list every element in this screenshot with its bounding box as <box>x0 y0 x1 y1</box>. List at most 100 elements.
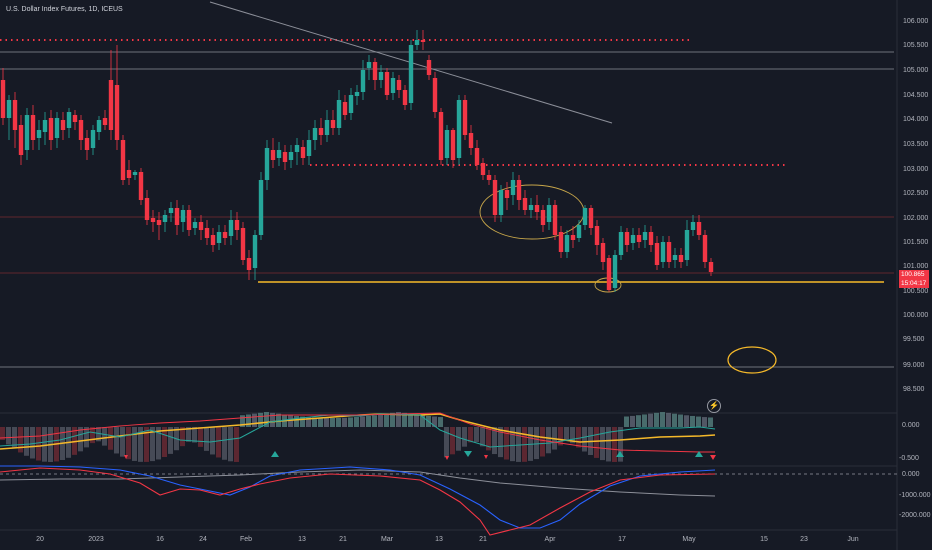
histogram-bar <box>204 427 209 451</box>
candle-body <box>240 228 246 260</box>
candle-body <box>666 242 672 262</box>
histogram-bar <box>324 417 329 427</box>
histogram-bar <box>666 412 671 427</box>
price-axis-label: 99.500 <box>903 336 925 343</box>
histogram-bar <box>630 415 635 427</box>
histogram-bar <box>438 417 443 427</box>
candle-body <box>528 205 534 210</box>
candle-body <box>348 95 354 113</box>
histogram-bar <box>642 414 647 427</box>
price-axis-label: 104.500 <box>903 92 929 99</box>
symbol-title: U.S. Dollar Index Futures, 1D, ICEUS <box>6 6 123 13</box>
candle-body <box>300 147 306 158</box>
candle-body <box>120 140 126 180</box>
histogram-bar <box>606 427 611 462</box>
candle-body <box>222 232 228 238</box>
time-axis-label: Jun <box>847 536 859 543</box>
candle-body <box>234 220 240 230</box>
candle-body <box>66 112 72 128</box>
histogram-bar <box>30 427 35 459</box>
sell-marker <box>445 456 449 460</box>
candle-body <box>546 205 552 222</box>
candle-body <box>252 235 258 268</box>
histogram-bar <box>12 427 17 449</box>
candle-body <box>618 232 624 255</box>
buy-marker <box>616 451 624 457</box>
candle-body <box>60 120 66 130</box>
candle-body <box>180 210 186 222</box>
osc1-axis-label: -0.500 <box>899 455 919 462</box>
osc1-axis-label: 0.000 <box>902 422 920 429</box>
candle-body <box>24 115 30 150</box>
time-axis-label: Apr <box>544 536 556 543</box>
candle-body <box>54 118 60 138</box>
histogram-bar <box>408 413 413 427</box>
time-axis-label: 16 <box>156 536 164 543</box>
histogram-bar <box>78 427 83 452</box>
time-axis-label: 15 <box>760 536 768 543</box>
candle-body <box>396 80 402 90</box>
histogram-bar <box>648 413 653 427</box>
candle-body <box>510 180 516 195</box>
candle-body <box>414 40 420 45</box>
candle-body <box>324 120 330 135</box>
candle-body <box>474 148 480 165</box>
histogram-bar <box>378 414 383 427</box>
sell-marker <box>484 455 488 459</box>
histogram-bar <box>90 427 95 444</box>
candle-body <box>534 205 540 212</box>
histogram-bar <box>336 417 341 427</box>
histogram-bar <box>576 427 581 448</box>
histogram-bar <box>84 427 89 448</box>
histogram-bar <box>306 417 311 427</box>
histogram-bar <box>636 415 641 427</box>
price-axis-label: 100.500 <box>903 288 929 295</box>
candle-body <box>702 235 708 262</box>
histogram-bar <box>132 427 137 461</box>
price-axis-label: 105.000 <box>903 67 929 74</box>
histogram-bar <box>216 427 221 458</box>
candle-body <box>576 225 582 238</box>
histogram-bar <box>474 427 479 443</box>
candle-body <box>570 235 576 240</box>
candle-body <box>294 145 300 152</box>
lightning-icon[interactable]: ⚡ <box>707 399 721 413</box>
time-axis-label: 17 <box>618 536 626 543</box>
histogram-bar <box>390 412 395 427</box>
candle-body <box>678 255 684 262</box>
candle-body <box>558 232 564 252</box>
histogram-bar <box>444 427 449 458</box>
candle-body <box>36 130 42 138</box>
candle-body <box>84 138 90 150</box>
last-price-tag: 100.865 <box>899 270 929 279</box>
candle-body <box>378 72 384 80</box>
candle-body <box>582 208 588 225</box>
candle-body <box>540 210 546 225</box>
histogram-bar <box>18 427 23 453</box>
countdown-tag: 15:04:17 <box>899 279 929 288</box>
histogram-bar <box>402 412 407 427</box>
histogram-bar <box>480 427 485 447</box>
candle-body <box>354 92 360 96</box>
histogram-bar <box>0 427 5 440</box>
candle-body <box>114 85 120 140</box>
candle-body <box>282 152 288 162</box>
candle-body <box>606 258 612 290</box>
histogram-bar <box>516 427 521 462</box>
price-axis-label: 98.500 <box>903 386 925 393</box>
buy-marker <box>464 451 472 457</box>
candle-body <box>600 243 606 262</box>
candle-body <box>588 208 594 228</box>
histogram-bar <box>318 417 323 427</box>
histogram-bar <box>624 416 629 427</box>
histogram-bar <box>600 427 605 461</box>
histogram-bar <box>138 427 143 462</box>
candle-body <box>462 100 468 135</box>
histogram-bar <box>258 412 263 427</box>
osc2-axis-label: 0.000 <box>902 471 920 478</box>
histogram-bar <box>222 427 227 460</box>
candle-body <box>648 232 654 245</box>
candle-body <box>504 190 510 198</box>
